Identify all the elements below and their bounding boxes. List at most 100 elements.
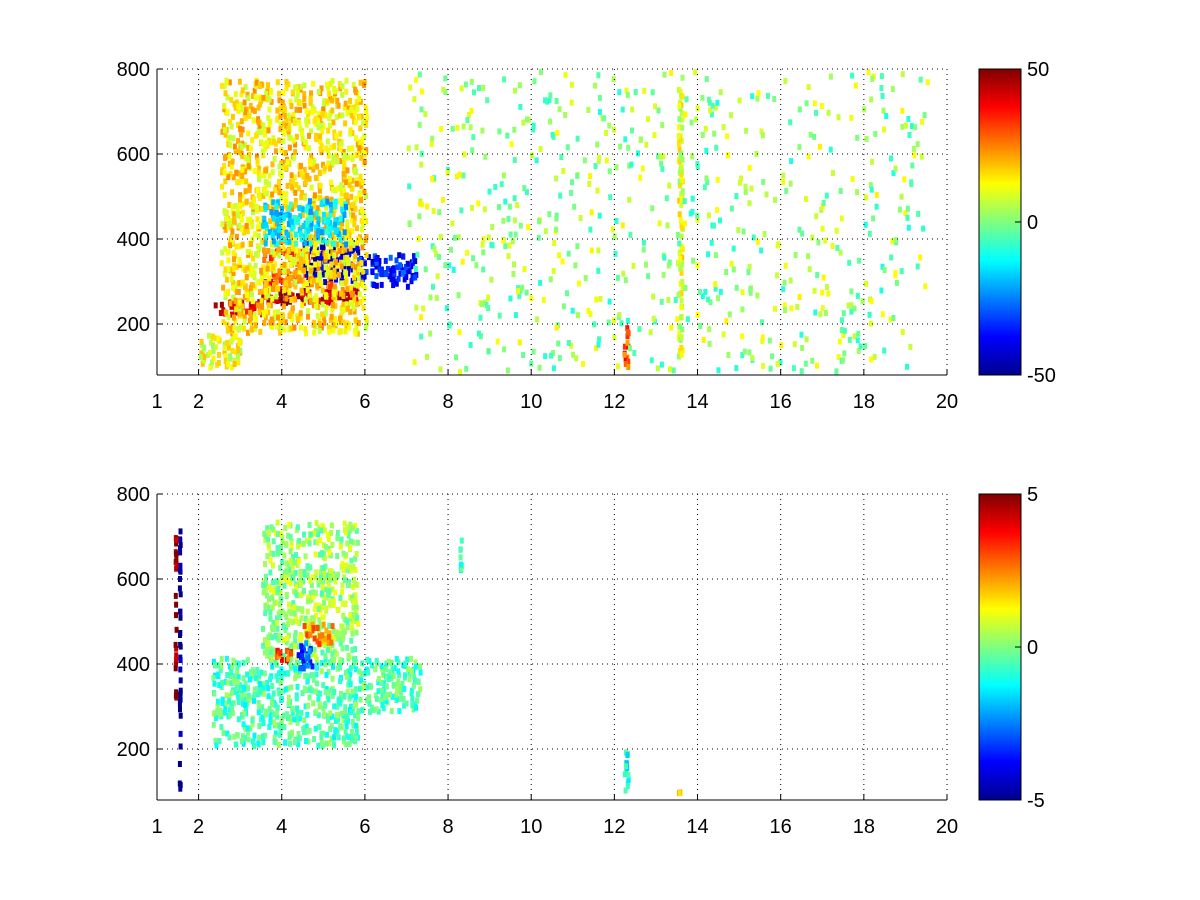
- y-tick-label: 600: [117, 569, 150, 591]
- heatmap-cell: [335, 730, 340, 737]
- heatmap-cell: [304, 254, 309, 260]
- heatmap-cell: [232, 256, 236, 263]
- heatmap-cell: [596, 72, 601, 79]
- heatmap-cell: [241, 325, 246, 332]
- heatmap-cell: [331, 154, 336, 161]
- heatmap-cell: [299, 190, 304, 196]
- heatmap-cell: [531, 122, 536, 129]
- heatmap-cell: [272, 738, 277, 745]
- heatmap-cell: [353, 253, 358, 260]
- heatmap-cell: [679, 176, 684, 183]
- heatmap-cell: [712, 130, 717, 137]
- heatmap-cell: [834, 368, 839, 375]
- heatmap-cell: [357, 96, 362, 102]
- heatmap-cell: [784, 187, 789, 194]
- heatmap-cell: [257, 176, 262, 183]
- heatmap-cell: [278, 329, 283, 336]
- heatmap-cell: [721, 331, 726, 338]
- heatmap-cell: [293, 643, 298, 650]
- heatmap-cell: [714, 144, 719, 151]
- heatmap-cell: [726, 352, 731, 358]
- heatmap-cell: [630, 106, 635, 113]
- heatmap-cell: [379, 687, 384, 694]
- heatmap-cell: [348, 245, 353, 252]
- heatmap-cell: [904, 122, 909, 129]
- heatmap-cell: [297, 252, 301, 259]
- heatmap-cell: [872, 353, 877, 360]
- heatmap-cell: [292, 716, 297, 723]
- heatmap-cell: [416, 236, 421, 242]
- heatmap-cell: [322, 319, 327, 326]
- heatmap-cell: [374, 263, 379, 270]
- heatmap-cell: [569, 81, 574, 88]
- heatmap-cell: [747, 164, 752, 171]
- heatmap-cell: [818, 311, 823, 318]
- heatmap-cell: [323, 264, 328, 271]
- heatmap-cell: [305, 172, 310, 179]
- heatmap-cell: [312, 118, 317, 125]
- heatmap-cell: [860, 298, 865, 305]
- heatmap-cell: [275, 709, 280, 716]
- heatmap-cell: [308, 240, 313, 247]
- heatmap-cell: [245, 725, 250, 732]
- heatmap-cell: [231, 218, 236, 225]
- heatmap-cell: [246, 329, 251, 336]
- heatmap-cell: [729, 260, 734, 267]
- heatmap-cell: [305, 269, 310, 276]
- heatmap-cell: [360, 660, 365, 667]
- heatmap-cell: [293, 283, 298, 290]
- heatmap-cell: [289, 325, 294, 332]
- heatmap-cell: [337, 328, 342, 335]
- heatmap-cell: [277, 609, 282, 616]
- heatmap-cell: [287, 238, 292, 245]
- heatmap-cell: [287, 212, 292, 219]
- heatmap-cell: [256, 127, 261, 134]
- heatmap-cell: [228, 300, 233, 307]
- heatmap-cell: [328, 576, 333, 583]
- heatmap-cell: [338, 215, 343, 222]
- heatmap-cell: [290, 709, 295, 716]
- heatmap-cell: [362, 189, 367, 196]
- heatmap-cell: [231, 174, 236, 181]
- heatmap-cell: [274, 203, 279, 210]
- x-tick-label: 16: [770, 816, 792, 838]
- heatmap-cell: [284, 295, 289, 302]
- heatmap-cell: [383, 694, 388, 701]
- heatmap-cell: [906, 224, 911, 231]
- heatmap-cell: [319, 739, 324, 746]
- heatmap-cell: [240, 140, 245, 147]
- heatmap-cell: [269, 550, 274, 557]
- heatmap-cell: [704, 147, 709, 154]
- x-tick-label: 10: [520, 391, 542, 413]
- heatmap-cell: [476, 200, 481, 207]
- heatmap-cell: [354, 693, 359, 700]
- heatmap-cell: [495, 338, 500, 345]
- heatmap-cell: [341, 149, 346, 155]
- heatmap-cell: [570, 307, 575, 314]
- heatmap-cell: [525, 116, 529, 123]
- heatmap-cell: [267, 229, 272, 236]
- heatmap-cell: [413, 274, 418, 281]
- heatmap-cell: [280, 539, 285, 546]
- heatmap-cell: [268, 676, 273, 683]
- heatmap-cell: [352, 656, 356, 663]
- heatmap-cell: [374, 696, 379, 702]
- heatmap-cell: [319, 527, 324, 534]
- heatmap-cell: [301, 247, 306, 254]
- heatmap-cell: [775, 361, 780, 368]
- heatmap-cell: [330, 78, 335, 84]
- heatmap-cell: [461, 172, 466, 179]
- heatmap-cell: [263, 606, 268, 613]
- heatmap-cell: [178, 782, 183, 788]
- heatmap-cell: [327, 588, 332, 595]
- heatmap-cell: [313, 688, 318, 695]
- heatmap-cell: [316, 742, 321, 749]
- heatmap-cell: [312, 329, 317, 336]
- heatmap-cell: [235, 732, 239, 739]
- heatmap-cell: [311, 166, 316, 173]
- heatmap-cell: [340, 83, 345, 90]
- heatmap-cell: [288, 580, 293, 587]
- heatmap-cell: [348, 97, 353, 104]
- heatmap-cell: [273, 148, 278, 155]
- heatmap-cell: [240, 733, 245, 740]
